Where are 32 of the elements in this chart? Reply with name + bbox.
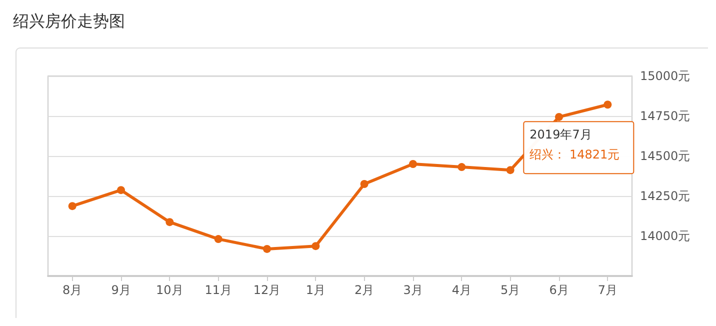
x-tick-label: 8月: [62, 283, 82, 297]
annotation: 2019年7月: [530, 128, 592, 142]
point: [214, 235, 222, 244]
x-tick-label: 2月: [354, 283, 374, 297]
x-tick-label: 4月: [452, 283, 472, 297]
y-tick-label: 14500元: [640, 149, 690, 163]
x-tick-label: 11月: [204, 283, 232, 297]
y-tick-label: 14000元: [640, 229, 690, 243]
annotation: 绍兴： 14821元: [530, 148, 620, 162]
x-tick-label: 9月: [111, 283, 131, 297]
point: [360, 180, 368, 188]
y-tick-label: 15000元: [640, 69, 690, 83]
point: [555, 112, 563, 121]
x-tick-label: 6月: [549, 283, 569, 297]
y-tick-label: 14750元: [640, 109, 690, 123]
y-tick-label: 14250元: [640, 189, 690, 203]
point: [409, 160, 417, 168]
point: [312, 242, 320, 250]
point: [117, 186, 125, 194]
x-tick-label: 5月: [500, 283, 520, 297]
point: [68, 202, 76, 210]
x-tick-label: 3月: [403, 283, 423, 297]
point: [604, 100, 612, 109]
chart-title: 绍兴房价走势图: [13, 12, 125, 30]
x-tick-label: 12月: [253, 283, 281, 297]
x-tick-label: 1月: [306, 283, 326, 297]
point: [506, 166, 514, 174]
point: [263, 244, 271, 253]
point: [166, 218, 174, 226]
x-tick-label: 7月: [598, 283, 618, 297]
point: [458, 163, 466, 172]
x-tick-label: 10月: [156, 283, 184, 297]
